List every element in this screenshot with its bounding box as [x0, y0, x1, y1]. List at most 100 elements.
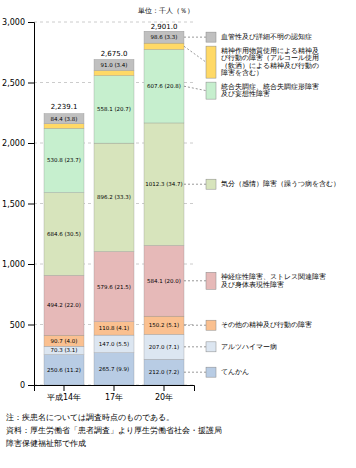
bar — [94, 59, 134, 70]
x-tick: 20年 — [155, 385, 173, 402]
legend-swatch — [206, 179, 216, 189]
data-label: 1012.3 (34.7) — [145, 181, 183, 187]
legend-entry: アルツハイマー病 — [221, 343, 277, 351]
x-tick-mark — [114, 385, 115, 391]
data-label: 91.0 (3.4) — [100, 62, 127, 68]
y-tick-label: 500 — [10, 321, 25, 330]
bar — [44, 113, 84, 123]
data-label: 70.3 (3.1) — [50, 347, 77, 353]
legend-swatch — [206, 82, 216, 99]
bar — [44, 124, 84, 129]
y-tick: 1,000 — [2, 260, 34, 269]
data-label: 90.7 (4.0) — [50, 338, 77, 344]
leader-line — [184, 325, 206, 326]
bar-series — [44, 43, 184, 128]
data-label: 98.6 (3.3) — [150, 34, 177, 40]
data-label: 558.1 (20.7) — [97, 106, 131, 112]
bar — [94, 143, 134, 251]
legend-entry: 気分（感情）障害（躁うつ病を含む） — [221, 180, 340, 188]
y-tick-mark — [28, 264, 34, 265]
y-tick-label: 2,000 — [2, 139, 25, 148]
legend-entry: てんかん — [221, 368, 249, 376]
bar-series — [44, 49, 184, 192]
bar — [44, 335, 84, 346]
data-label: 84.4 (3.8) — [50, 116, 77, 122]
bars — [44, 31, 184, 385]
note: 障害保健福祉部で作成 — [6, 439, 86, 448]
data-label: 896.2 (33.3) — [97, 194, 131, 200]
y-tick-mark — [28, 385, 34, 386]
leader-line — [184, 372, 206, 373]
legend-entry: 統合失調症、統合失調症形障害及び妄想性障害 — [221, 83, 319, 99]
unit-label: 単位：千人（％） — [138, 7, 194, 15]
x-axis-line — [35, 386, 195, 392]
leader-line — [184, 37, 206, 38]
legend-entry: 血管性及び詳細不明の認知症 — [221, 33, 312, 41]
bar — [94, 335, 134, 353]
y-tick: 2,500 — [2, 79, 34, 88]
leader-line — [184, 46, 206, 62]
bar-series — [44, 123, 184, 275]
bar — [44, 128, 84, 192]
y-tick-mark — [28, 143, 34, 144]
legend: 血管性及び詳細不明の認知症精神作用物質使用による精神及び行動の障害（アルコール使… — [184, 32, 340, 377]
legend-entry: 神経症性障害、ストレス関連障害及び身体表現性障害 — [221, 273, 326, 289]
x-axis: 平成14年 17年 20年 — [35, 385, 195, 402]
y-tick: 3,000 — [2, 18, 34, 27]
data-label: 150.2 (5.1) — [149, 322, 180, 328]
y-tick: 0 — [20, 381, 34, 390]
note: 注：疾患名については調査時点のものである。 — [6, 413, 174, 422]
y-tick-mark — [28, 22, 34, 23]
data-label: 250.6 (11.2) — [47, 367, 81, 373]
y-axis-line — [28, 23, 35, 386]
bar — [144, 334, 184, 359]
x-tick: 平成14年 — [47, 385, 81, 402]
bar — [44, 275, 84, 335]
legend-entry: その他の精神及び行動の障害 — [221, 321, 312, 329]
bar — [144, 43, 184, 49]
leader-line — [184, 86, 206, 90]
data-label: 265.7 (9.9) — [99, 366, 130, 372]
y-tick-label: 3,000 — [2, 18, 25, 27]
total-labels: 2,239.12,675.02,901.0 — [51, 23, 178, 111]
chart: 0 500 1,000 1,500 2,000 2,500 3,000 平成14年 17年 20年… — [0, 0, 356, 468]
legend-swatch — [206, 342, 216, 352]
data-label: 147.0 (5.5) — [99, 341, 130, 347]
data-label: 207.0 (7.1) — [149, 344, 180, 350]
data-label: 212.0 (7.2) — [149, 369, 180, 375]
x-tick-label: 20年 — [155, 393, 173, 402]
y-tick-label: 2,500 — [2, 79, 25, 88]
data-label: 684.6 (30.5) — [47, 231, 81, 237]
y-tick-mark — [28, 325, 34, 326]
legend-swatch — [206, 320, 216, 330]
data-label: 607.6 (20.8) — [147, 83, 181, 89]
y-tick-label: 1,500 — [2, 200, 25, 209]
x-tick: 17年 — [105, 385, 123, 402]
bar — [94, 70, 134, 75]
data-label: 110.8 (4.1) — [99, 325, 130, 331]
y-tick: 500 — [10, 321, 34, 330]
x-tick-label: 17年 — [105, 393, 123, 402]
y-tick: 2,000 — [2, 139, 34, 148]
bar-series — [44, 31, 184, 124]
data-label: 579.6 (21.5) — [97, 284, 131, 290]
y-tick: 1,500 — [2, 200, 34, 209]
data-label: 584.1 (20.0) — [147, 278, 181, 284]
bar — [44, 193, 84, 276]
total-label: 2,901.0 — [151, 23, 178, 31]
data-label: 530.8 (23.7) — [47, 157, 81, 163]
bar — [144, 49, 184, 123]
bar — [144, 359, 184, 385]
data-labels: 250.6 (11.2) 265.7 (9.9) 212.0 (7.2) 70.3 (… — [47, 34, 183, 375]
bar — [94, 322, 134, 335]
note: 資料：厚生労働省「患者調査」より厚生労働省社会・援護局 — [6, 426, 222, 435]
y-tick-mark — [28, 83, 34, 84]
notes: 注：疾患名については調査時点のものである。資料：厚生労働省「患者調査」より厚生労… — [6, 413, 222, 448]
leader-line — [184, 280, 206, 281]
legend-swatch — [206, 46, 216, 78]
legend-swatch — [206, 272, 216, 289]
y-tick-label: 1,000 — [2, 260, 25, 269]
x-tick-label: 平成14年 — [47, 393, 81, 402]
total-label: 2,239.1 — [51, 103, 78, 111]
bar — [94, 252, 134, 322]
